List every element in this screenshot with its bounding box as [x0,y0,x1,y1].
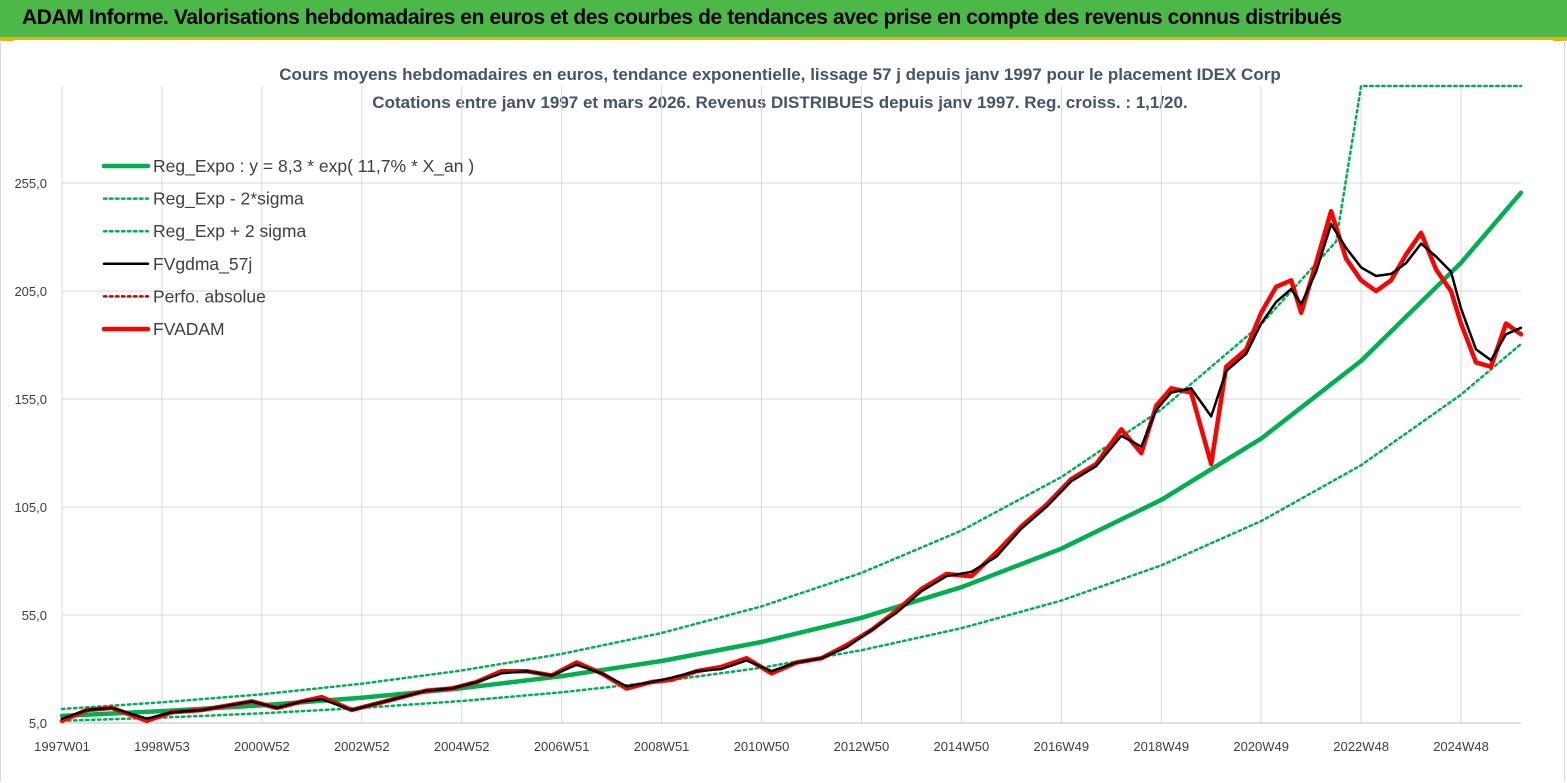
legend-label: Reg_Exp - 2*sigma [153,189,304,210]
legend-label: Perfo. absolue [153,286,266,306]
legend-label: Reg_Expo : y = 8,3 * exp( 11,7% * X_an ) [153,156,474,177]
legend-label: FVADAM [153,319,225,339]
series-line-5 [59,208,1524,724]
chart-subtitle: Cotations entre janv 1997 et mars 2026. … [372,93,1187,112]
page-title: ADAM Informe. Valorisations hebdomadaire… [22,6,1342,29]
x-tick-label: 2020W49 [1233,739,1289,754]
x-tick-label: 2006W51 [534,739,590,754]
series-line-0 [59,190,1524,719]
x-tick-label: 2014W50 [934,739,990,754]
x-tick-label: 1998W53 [134,739,190,754]
x-tick-label: 2012W50 [834,739,890,754]
header-banner: ADAM Informe. Valorisations hebdomadaire… [0,0,1567,40]
chart-series [59,84,1524,724]
axis-ticks: 5,0 55,0 105,0 155,0 205,0 255,0 1997W01 1998W5… [14,176,1488,754]
y-tick-label: 55,0 [22,608,47,623]
chart-title: Cours moyens hebdomadaires en euros, ten… [279,65,1280,84]
y-tick-label: 255,0 [14,176,47,191]
chart-legend: Reg_Expo : y = 8,3 * exp( 11,7% * X_an )… [101,156,474,339]
chart-frame [0,40,1565,781]
banner-corner-right [1553,37,1567,41]
x-tick-label: 2010W50 [734,739,790,754]
x-tick-label: 2016W49 [1033,739,1089,754]
y-tick-label: 105,0 [14,500,47,515]
x-tick-label: 2000W52 [234,739,290,754]
legend-label: FVgdma_57j [153,254,252,275]
y-tick-label: 205,0 [14,284,47,299]
x-tick-label: 2022W48 [1333,739,1389,754]
legend-label: Reg_Exp + 2 sigma [153,221,306,242]
series-line-3 [60,222,1523,720]
series-line-2 [60,84,1523,711]
x-tick-label: 2002W52 [334,739,390,754]
series-line-4 [60,209,1523,723]
x-tick-label: 2024W48 [1433,739,1489,754]
x-tick-label: 2004W52 [434,739,490,754]
y-tick-label: 5,0 [29,716,47,731]
banner-corner-left [0,37,14,41]
x-tick-label: 2008W51 [634,739,690,754]
y-tick-label: 155,0 [14,392,47,407]
x-tick-label: 1997W01 [34,739,90,754]
chart-grid [61,86,1521,724]
x-tick-label: 2018W49 [1133,739,1189,754]
